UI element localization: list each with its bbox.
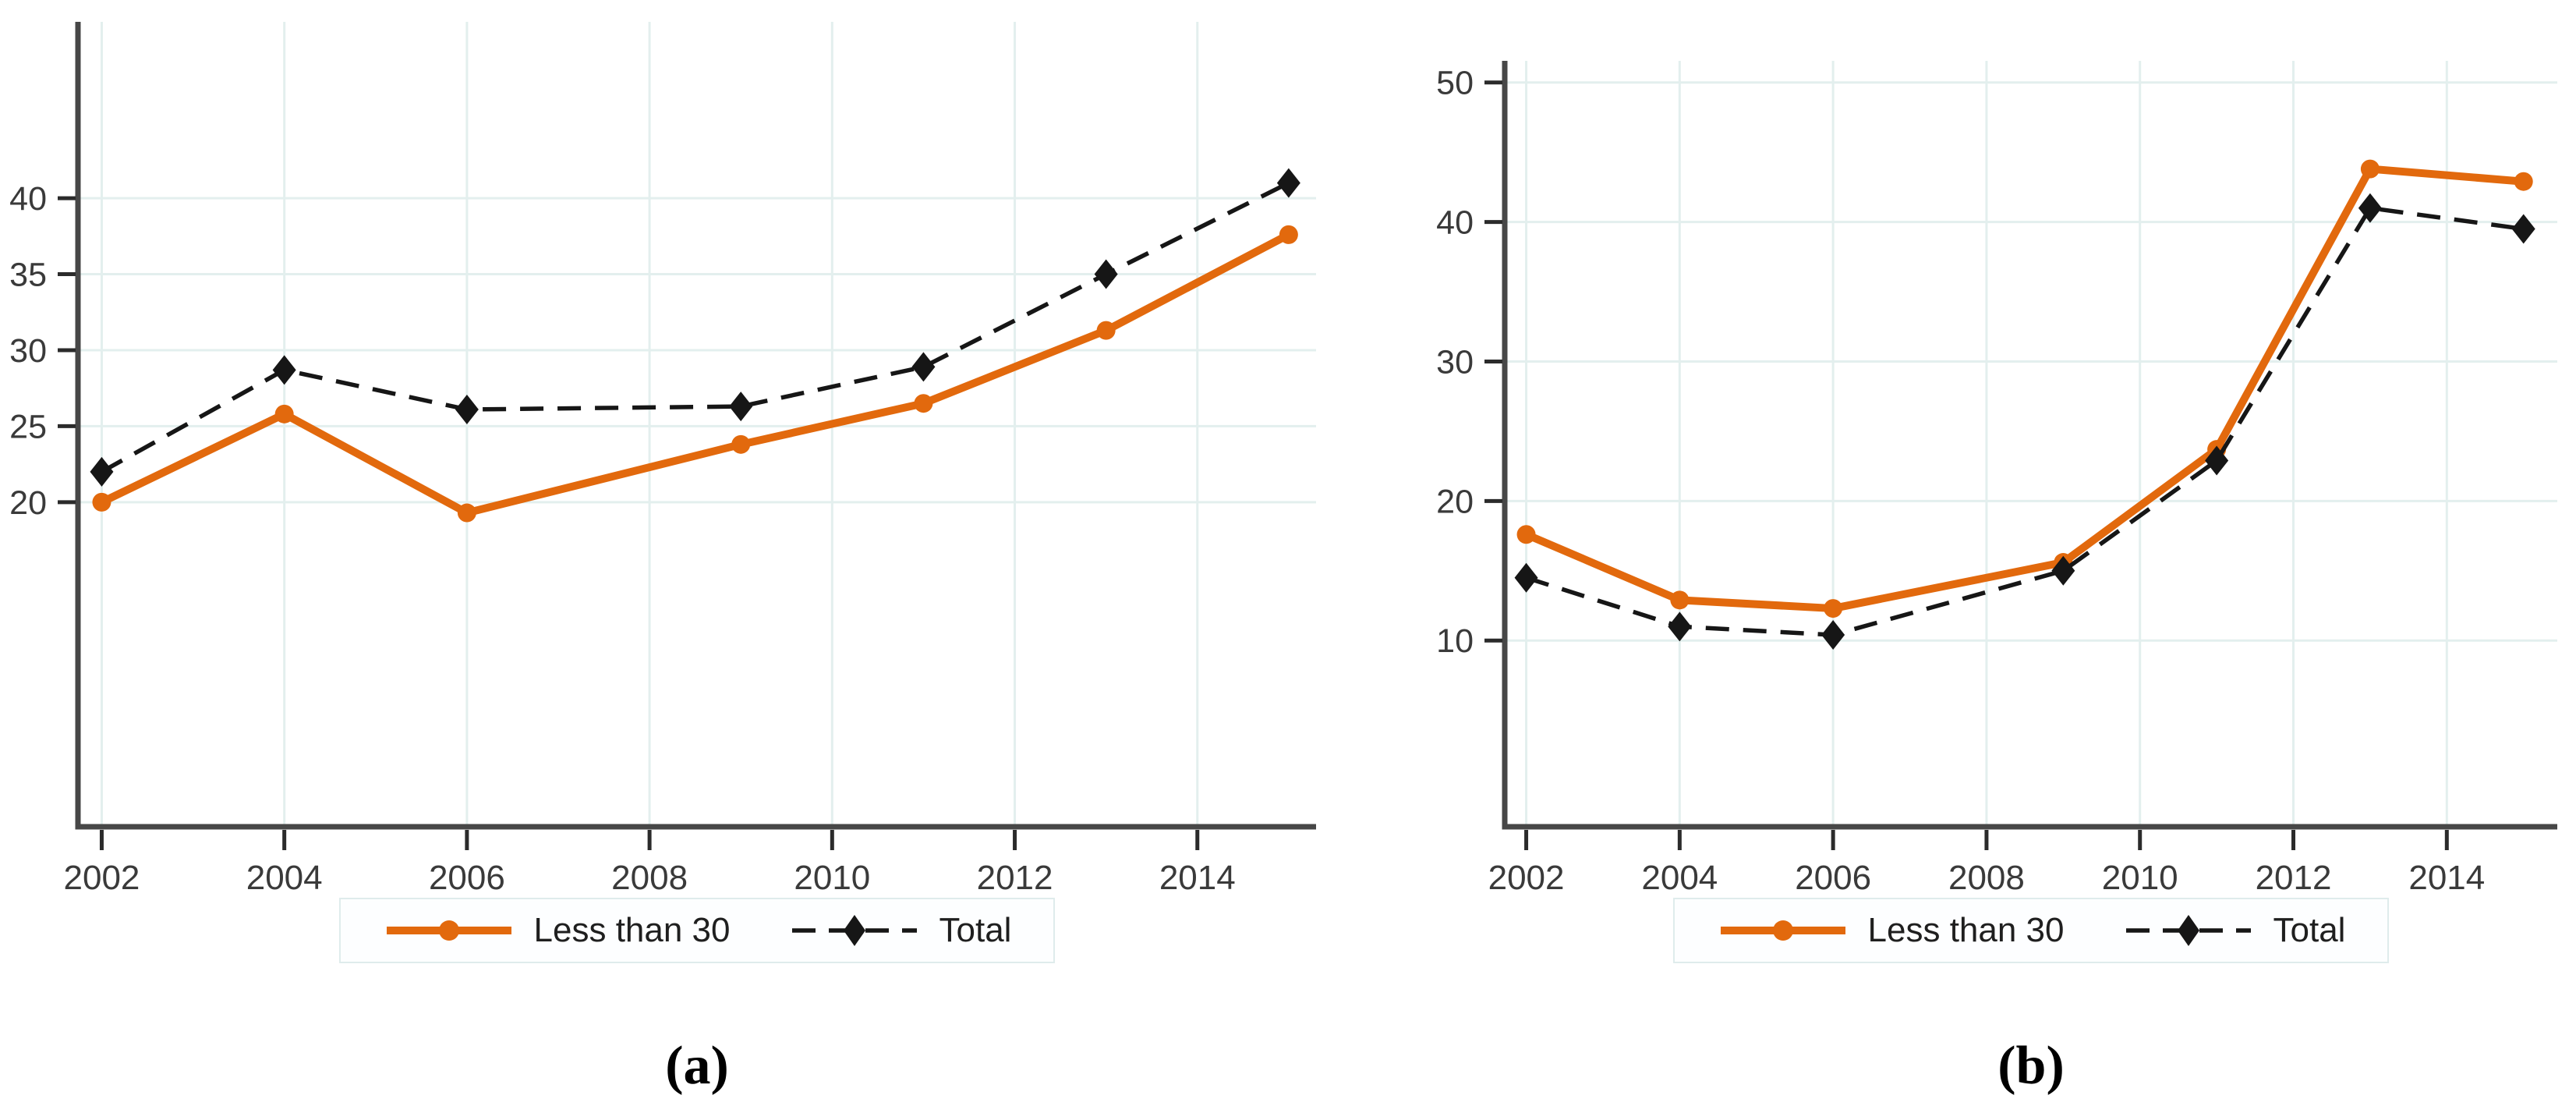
legend-item-total: Total (788, 911, 1012, 950)
x-tick-label: 2010 (2102, 859, 2178, 893)
data-point-less-than-30 (1670, 590, 1690, 610)
legend-item-less-than-30: Less than 30 (1717, 911, 2065, 950)
data-point-less-than-30 (1279, 225, 1298, 244)
legend-item-total: Total (2122, 911, 2346, 950)
y-tick-label: 20 (9, 484, 47, 522)
x-tick-label: 2012 (2256, 859, 2332, 893)
x-tick-label: 2014 (2408, 859, 2485, 893)
y-tick-label: 20 (1436, 483, 1474, 520)
data-point-less-than-30 (2514, 172, 2533, 191)
y-tick-label: 30 (9, 332, 47, 370)
legend-item-less-than-30: Less than 30 (383, 911, 731, 950)
x-tick-label: 2012 (977, 859, 1053, 893)
gridlines (1505, 61, 2557, 827)
x-tick-label: 2006 (429, 859, 505, 893)
axis-ticks: 20 25 30 35 40 2002 2004 2006 2008 2010 2012 2014 (9, 180, 1236, 893)
legend-label-less-than-30: Less than 30 (533, 911, 731, 949)
data-point-total (90, 456, 114, 487)
y-tick-label: 40 (9, 180, 47, 218)
data-point-total (1668, 611, 1692, 642)
data-point-less-than-30 (1096, 321, 1116, 340)
series-line-less-than-30 (1522, 165, 2528, 613)
data-point-less-than-30 (2360, 159, 2380, 179)
legend-label-less-than-30: Less than 30 (1867, 911, 2065, 949)
chart-a-legend: Less than 30 Total (338, 898, 1056, 963)
x-tick-label: 2014 (1159, 859, 1236, 893)
dashed-line-diamond-marker-icon (788, 913, 921, 948)
data-point-total (2051, 555, 2075, 586)
y-tick-label: 10 (1436, 622, 1474, 660)
chart-b-legend-row: Less than 30 Total (1406, 898, 2576, 963)
chart-b-legend: Less than 30 Total (1672, 898, 2390, 963)
data-point-total (1276, 168, 1300, 198)
legend-label-total: Total (2273, 911, 2346, 949)
y-tick-label: 25 (9, 408, 47, 445)
y-tick-label: 50 (1436, 65, 1474, 102)
data-point-less-than-30 (1824, 599, 1843, 619)
solid-line-circle-marker-icon (383, 913, 515, 948)
chart-b-plot: 10 20 30 40 50 2002 2004 2006 2008 2010 2012 2014 (1436, 61, 2557, 893)
axes (1502, 61, 2557, 830)
data-point-total (2205, 445, 2229, 476)
x-tick-label: 2002 (1488, 859, 1565, 893)
y-tick-label: 30 (1436, 343, 1474, 381)
data-point-less-than-30 (457, 503, 476, 523)
chart-panel-b: 10 20 30 40 50 2002 2004 2006 2008 2010 2012 2014 L… (1325, 0, 2576, 1097)
data-point-total (911, 352, 936, 382)
data-point-total (455, 394, 479, 424)
data-point-total (729, 392, 753, 422)
data-point-less-than-30 (1516, 525, 1536, 544)
axes (75, 22, 1316, 830)
chart-a-caption: (a) (665, 1036, 729, 1096)
chart-a-legend-row: Less than 30 Total (34, 898, 1360, 963)
y-tick-label: 40 (1436, 204, 1474, 242)
legend-label-total: Total (939, 911, 1012, 949)
x-tick-label: 2004 (1641, 859, 1718, 893)
y-tick-label: 35 (9, 257, 47, 294)
data-point-total (2358, 193, 2382, 223)
axis-ticks: 10 20 30 40 50 2002 2004 2006 2008 2010 2012 2014 (1436, 65, 2485, 893)
data-point-total (272, 355, 296, 385)
chart-panel-a: 20 25 30 35 40 2002 2004 2006 2008 2010 2012 2014 L… (9, 22, 1316, 1096)
chart-b-caption: (b) (1997, 1036, 2065, 1096)
solid-line-circle-marker-icon (1717, 913, 1849, 948)
x-tick-label: 2004 (246, 859, 323, 893)
chart-a-plot: 20 25 30 35 40 2002 2004 2006 2008 2010 2012 2014 (9, 22, 1316, 893)
x-tick-label: 2010 (794, 859, 870, 893)
data-point-total (1094, 259, 1118, 289)
dashed-line-diamond-marker-icon (2122, 913, 2255, 948)
x-tick-label: 2008 (1948, 859, 2025, 893)
x-tick-label: 2002 (64, 859, 140, 893)
data-point-total (1514, 562, 1538, 593)
x-tick-label: 2008 (611, 859, 688, 893)
data-point-less-than-30 (274, 404, 294, 424)
data-point-less-than-30 (92, 492, 111, 512)
x-tick-label: 2006 (1795, 859, 1871, 893)
data-point-total (2511, 214, 2535, 244)
data-point-less-than-30 (731, 434, 751, 454)
data-point-total (1821, 620, 1845, 650)
data-point-less-than-30 (914, 394, 933, 413)
